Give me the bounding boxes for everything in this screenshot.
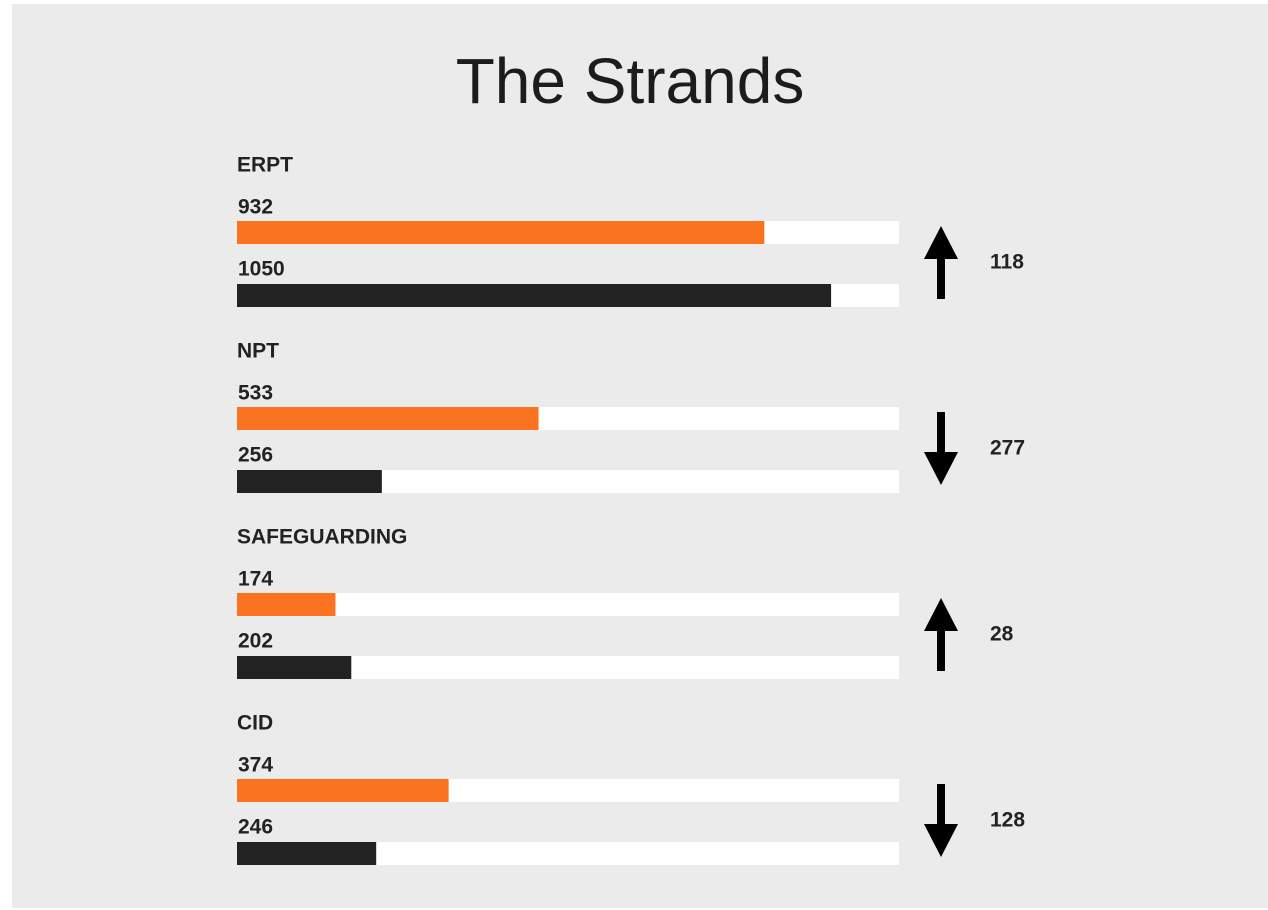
group-label: CID: [237, 712, 273, 735]
bar: [237, 470, 382, 493]
panel: [12, 4, 1268, 908]
chart-title: The Strands: [456, 45, 805, 117]
value-label: 374: [238, 754, 273, 777]
arrow-down: [924, 412, 958, 485]
bar: [237, 656, 352, 679]
bar-track: [237, 470, 899, 493]
bar: [237, 221, 765, 244]
bar: [237, 779, 449, 802]
bar: [237, 407, 539, 430]
bar-track: [237, 842, 899, 865]
value-label: 1050: [238, 258, 285, 281]
bar-track: [237, 593, 899, 616]
group-label: SAFEGUARDING: [237, 526, 407, 549]
value-label: 202: [238, 630, 273, 653]
bar: [237, 593, 336, 616]
group-label: ERPT: [237, 154, 293, 177]
arrow-down: [924, 784, 958, 857]
value-label: 246: [238, 816, 273, 839]
value-label: 932: [238, 196, 273, 219]
bar: [237, 284, 832, 307]
change-label: 28: [990, 623, 1014, 646]
change-label: 118: [990, 251, 1024, 274]
arrow-up: [924, 598, 958, 671]
change-label: 128: [990, 809, 1025, 832]
bar: [237, 842, 377, 865]
value-label: 174: [238, 568, 273, 591]
arrow-up: [924, 226, 958, 299]
bar-track: [237, 656, 899, 679]
value-label: 256: [238, 444, 273, 467]
group-label: NPT: [237, 340, 279, 363]
value-label: 533: [238, 382, 273, 405]
change-label: 277: [990, 437, 1025, 460]
